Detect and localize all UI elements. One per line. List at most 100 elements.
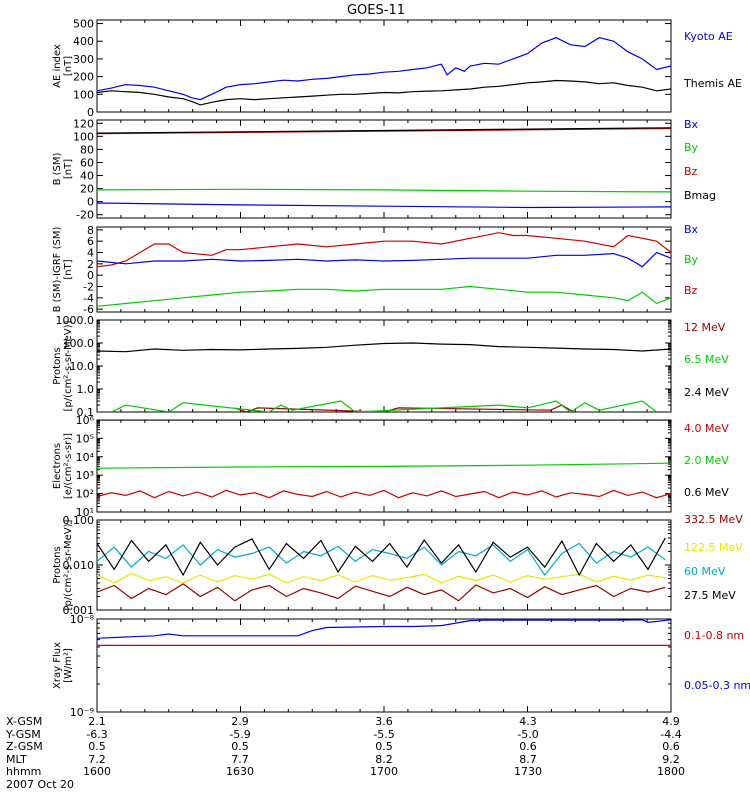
ephemeris-value: 1800 (657, 765, 685, 778)
panel-4: 0.11.010.0100.01000.0Protons[p/(cm²-s-sr… (52, 314, 729, 419)
ephemeris-value: 1630 (226, 765, 254, 778)
series-by (97, 188, 671, 193)
y-axis-label-line: B (SM) (52, 152, 63, 185)
series-122-5-mev (97, 572, 666, 584)
y-tick-label: 200 (73, 71, 94, 84)
y-axis-label: AE index[nT] (52, 44, 74, 88)
y-tick-label: 10⁶ (76, 414, 95, 427)
series-bx (97, 202, 671, 209)
ephemeris-value: 9.2 (662, 753, 680, 766)
y-axis-label-line: [p/(cm²-s-sr-MeV)] (63, 320, 74, 411)
legend-label: Kyoto AE (684, 30, 733, 43)
y-axis-label-line: Xray Flux (52, 642, 63, 689)
legend-label: By (684, 141, 699, 154)
y-tick-label: 2 (87, 258, 94, 271)
y-tick-label: -2 (83, 281, 94, 294)
ephemeris-value: 1600 (83, 765, 111, 778)
y-tick-label: 120 (73, 117, 94, 130)
ephemeris-value: 3.6 (375, 715, 393, 728)
legend-label: Bmag (684, 189, 716, 202)
series-2-0-mev (97, 462, 671, 469)
y-axis-label-line: AE index (52, 44, 63, 88)
ephemeris-value: 2.9 (231, 715, 249, 728)
y-tick-label: 10⁻⁹ (70, 706, 94, 719)
ephemeris-row-label: X-GSM (6, 715, 42, 728)
ephemeris-value: -5.0 (517, 728, 538, 741)
y-axis-label-line: B (SM)-IGRF (SM) (52, 227, 63, 313)
panel-1: 0 100 200 300 400 500 AE index[nT] Kyoto AE Them… (52, 18, 742, 119)
series-332-5-mev (97, 583, 666, 602)
ephemeris-value: 1730 (514, 765, 542, 778)
ephemeris-value: -5.5 (373, 728, 394, 741)
y-axis-label-line: [W/m²] (63, 648, 74, 683)
y-tick-label: 0 (87, 106, 94, 119)
ephemeris-footer: X-GSMY-GSMZ-GSMMLThhmm2.1-6.30.57.216002… (5, 715, 685, 791)
y-tick-label: 40 (80, 170, 94, 183)
y-tick-label: 500 (73, 18, 94, 31)
series-0-1-0-8-nm (97, 619, 671, 639)
ephemeris-value: -6.3 (86, 728, 107, 741)
y-axis-label: Protons[p/(cm²-s-sr-MeV)] (52, 320, 74, 411)
ephemeris-value: 1700 (370, 765, 398, 778)
series-themis-ae (97, 79, 671, 106)
series-bx (97, 232, 671, 268)
series-bmag (97, 127, 671, 134)
y-axis-label: B (SM)-IGRF (SM)[nT] (52, 227, 74, 313)
y-tick-label: 10.0 (70, 360, 95, 373)
y-tick-label: 60 (80, 156, 94, 169)
legend-label: Bx (684, 223, 699, 236)
y-axis-label-line: [nT] (63, 56, 74, 76)
legend-label: 4.0 MeV (684, 422, 729, 435)
y-axis-label-line: [p/(cm²-s-sr-MeV)] (63, 519, 74, 610)
y-tick-label: 10¹ (76, 506, 94, 519)
ephemeris-value: 7.2 (88, 753, 106, 766)
y-tick-label: 6 (87, 235, 94, 248)
series-12-mev (234, 404, 574, 412)
ephemeris-value: 0.5 (231, 740, 249, 753)
series-kyoto-ae (97, 37, 671, 101)
y-axis-label-line: [e/(cm²-s-sr)] (63, 433, 74, 499)
y-tick-label: 100 (73, 88, 94, 101)
y-tick-label: 100.0 (63, 337, 95, 350)
panel-5: 10¹10²10³10⁴10⁵10⁶Electrons[e/(cm²-s-sr)… (52, 414, 729, 519)
y-tick-label: 0 (87, 196, 94, 209)
y-axis-label: Protons[p/(cm²-s-sr-MeV)] (52, 519, 74, 610)
series-6-5-mev (111, 400, 657, 412)
plot-frame (96, 226, 672, 313)
ephemeris-row-label: Y-GSM (5, 728, 41, 741)
legend-label: Bx (684, 118, 699, 131)
legend-label: 2.4 MeV (684, 386, 729, 399)
series-60-mev (97, 542, 666, 577)
y-tick-label: 1000.0 (56, 314, 95, 327)
y-tick-label: 0.010 (63, 559, 95, 572)
y-tick-label: -4 (83, 292, 94, 305)
y-tick-label: 4 (87, 247, 94, 260)
ephemeris-value: 8.2 (375, 753, 393, 766)
legend-label: 122.5 MeV (684, 541, 743, 554)
ephemeris-row-label: MLT (6, 753, 27, 766)
y-tick-label: 80 (80, 143, 94, 156)
ephemeris-value: 0.6 (662, 740, 680, 753)
plot-frame (96, 119, 672, 219)
y-tick-label: 10² (76, 488, 94, 501)
y-tick-label: -20 (76, 209, 94, 222)
y-tick-label: 100 (73, 130, 94, 143)
y-axis-label-line: [nT] (63, 259, 74, 279)
legend-label: 0.6 MeV (684, 486, 729, 499)
y-tick-label: 10⁵ (76, 432, 94, 445)
ephemeris-value: 0.5 (88, 740, 106, 753)
ephemeris-value: 4.3 (519, 715, 537, 728)
ephemeris-value: -5.9 (229, 728, 250, 741)
y-axis-label: B (SM)[nT] (52, 152, 74, 185)
figure-title: GOES-11 (347, 3, 405, 18)
plot-frame (96, 618, 672, 713)
y-tick-label: 400 (73, 35, 94, 48)
legend-label: Themis AE (683, 77, 742, 90)
y-tick-label: 0.1 (77, 406, 95, 419)
y-tick-label: 8 (87, 224, 94, 237)
y-tick-label: -6 (83, 303, 94, 316)
panel-7: 10⁻⁹ 10⁻⁸ Xray Flux[W/m²] 0.1-0.8 nm 0.05-0.… (52, 613, 750, 719)
